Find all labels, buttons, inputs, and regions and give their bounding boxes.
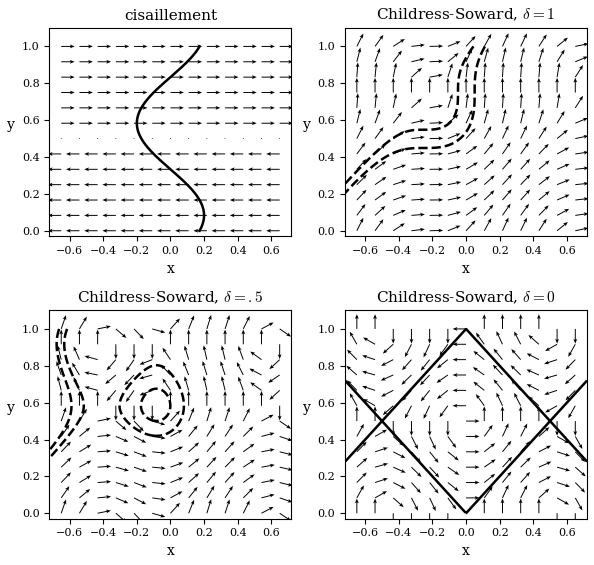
X-axis label: x: x [166,544,175,558]
X-axis label: x: x [462,262,470,276]
X-axis label: x: x [462,544,470,558]
X-axis label: x: x [166,262,175,276]
Title: Childress-Soward, $\delta = 0$: Childress-Soward, $\delta = 0$ [376,289,556,306]
Y-axis label: y: y [302,118,311,132]
Y-axis label: y: y [7,118,15,132]
Title: Childress-Soward, $\delta = 1$: Childress-Soward, $\delta = 1$ [377,7,555,23]
Title: Childress-Soward, $\delta = .5$: Childress-Soward, $\delta = .5$ [77,289,264,306]
Title: cisaillement: cisaillement [124,8,217,23]
Y-axis label: y: y [7,401,15,415]
Y-axis label: y: y [302,401,311,415]
